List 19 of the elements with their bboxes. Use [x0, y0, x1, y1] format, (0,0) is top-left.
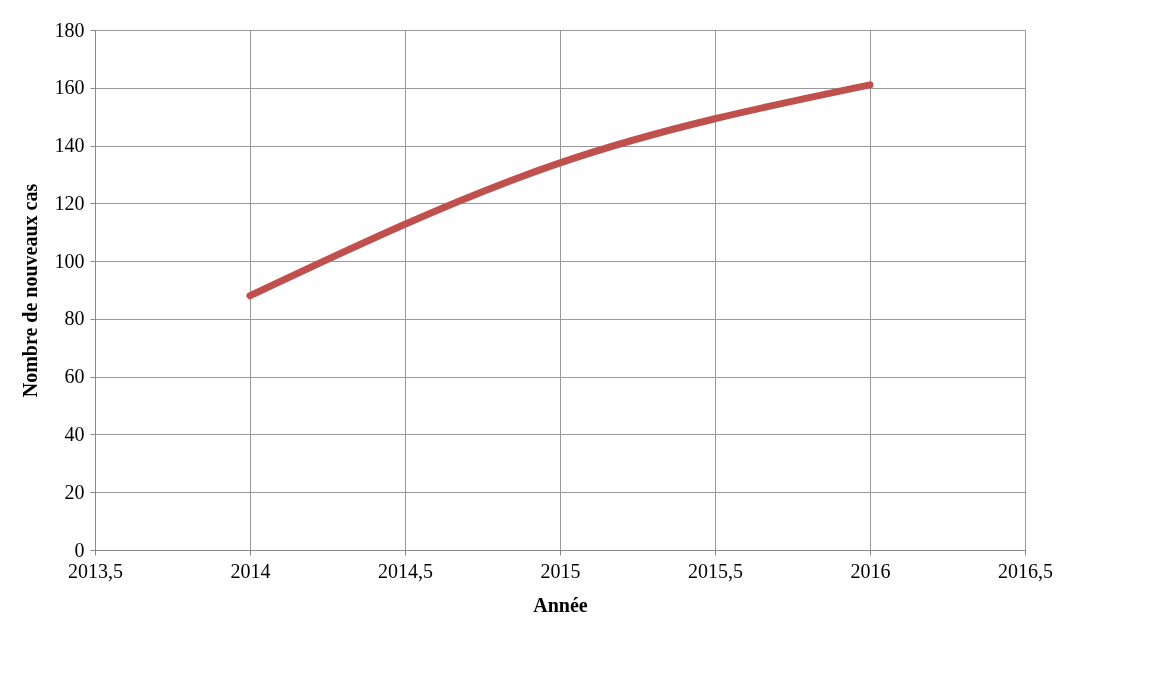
x-tick-label: 2014: [230, 559, 271, 582]
x-tick-label: 2016,5: [998, 559, 1053, 582]
y-tick-label: 80: [64, 307, 85, 330]
x-tick-label: 2013,5: [68, 559, 123, 582]
x-axis-title: Année: [533, 593, 588, 616]
x-tick-label: 2015,5: [688, 559, 743, 582]
y-tick-label: 120: [54, 191, 85, 214]
y-tick-label: 20: [64, 480, 85, 503]
x-tick-label: 2016: [850, 559, 891, 582]
y-tick-label: 180: [54, 18, 85, 41]
y-tick-label: 140: [54, 134, 85, 157]
x-tick-label: 2014,5: [378, 559, 433, 582]
y-tick-label: 0: [74, 538, 85, 561]
y-tick-label: 160: [54, 76, 85, 99]
y-tick-label: 60: [64, 365, 85, 388]
y-tick-label: 40: [64, 422, 85, 445]
y-axis-title: Nombre de nouveaux cas: [18, 183, 41, 398]
x-tick-label: 2015: [540, 559, 581, 582]
y-tick-label: 100: [54, 249, 85, 272]
